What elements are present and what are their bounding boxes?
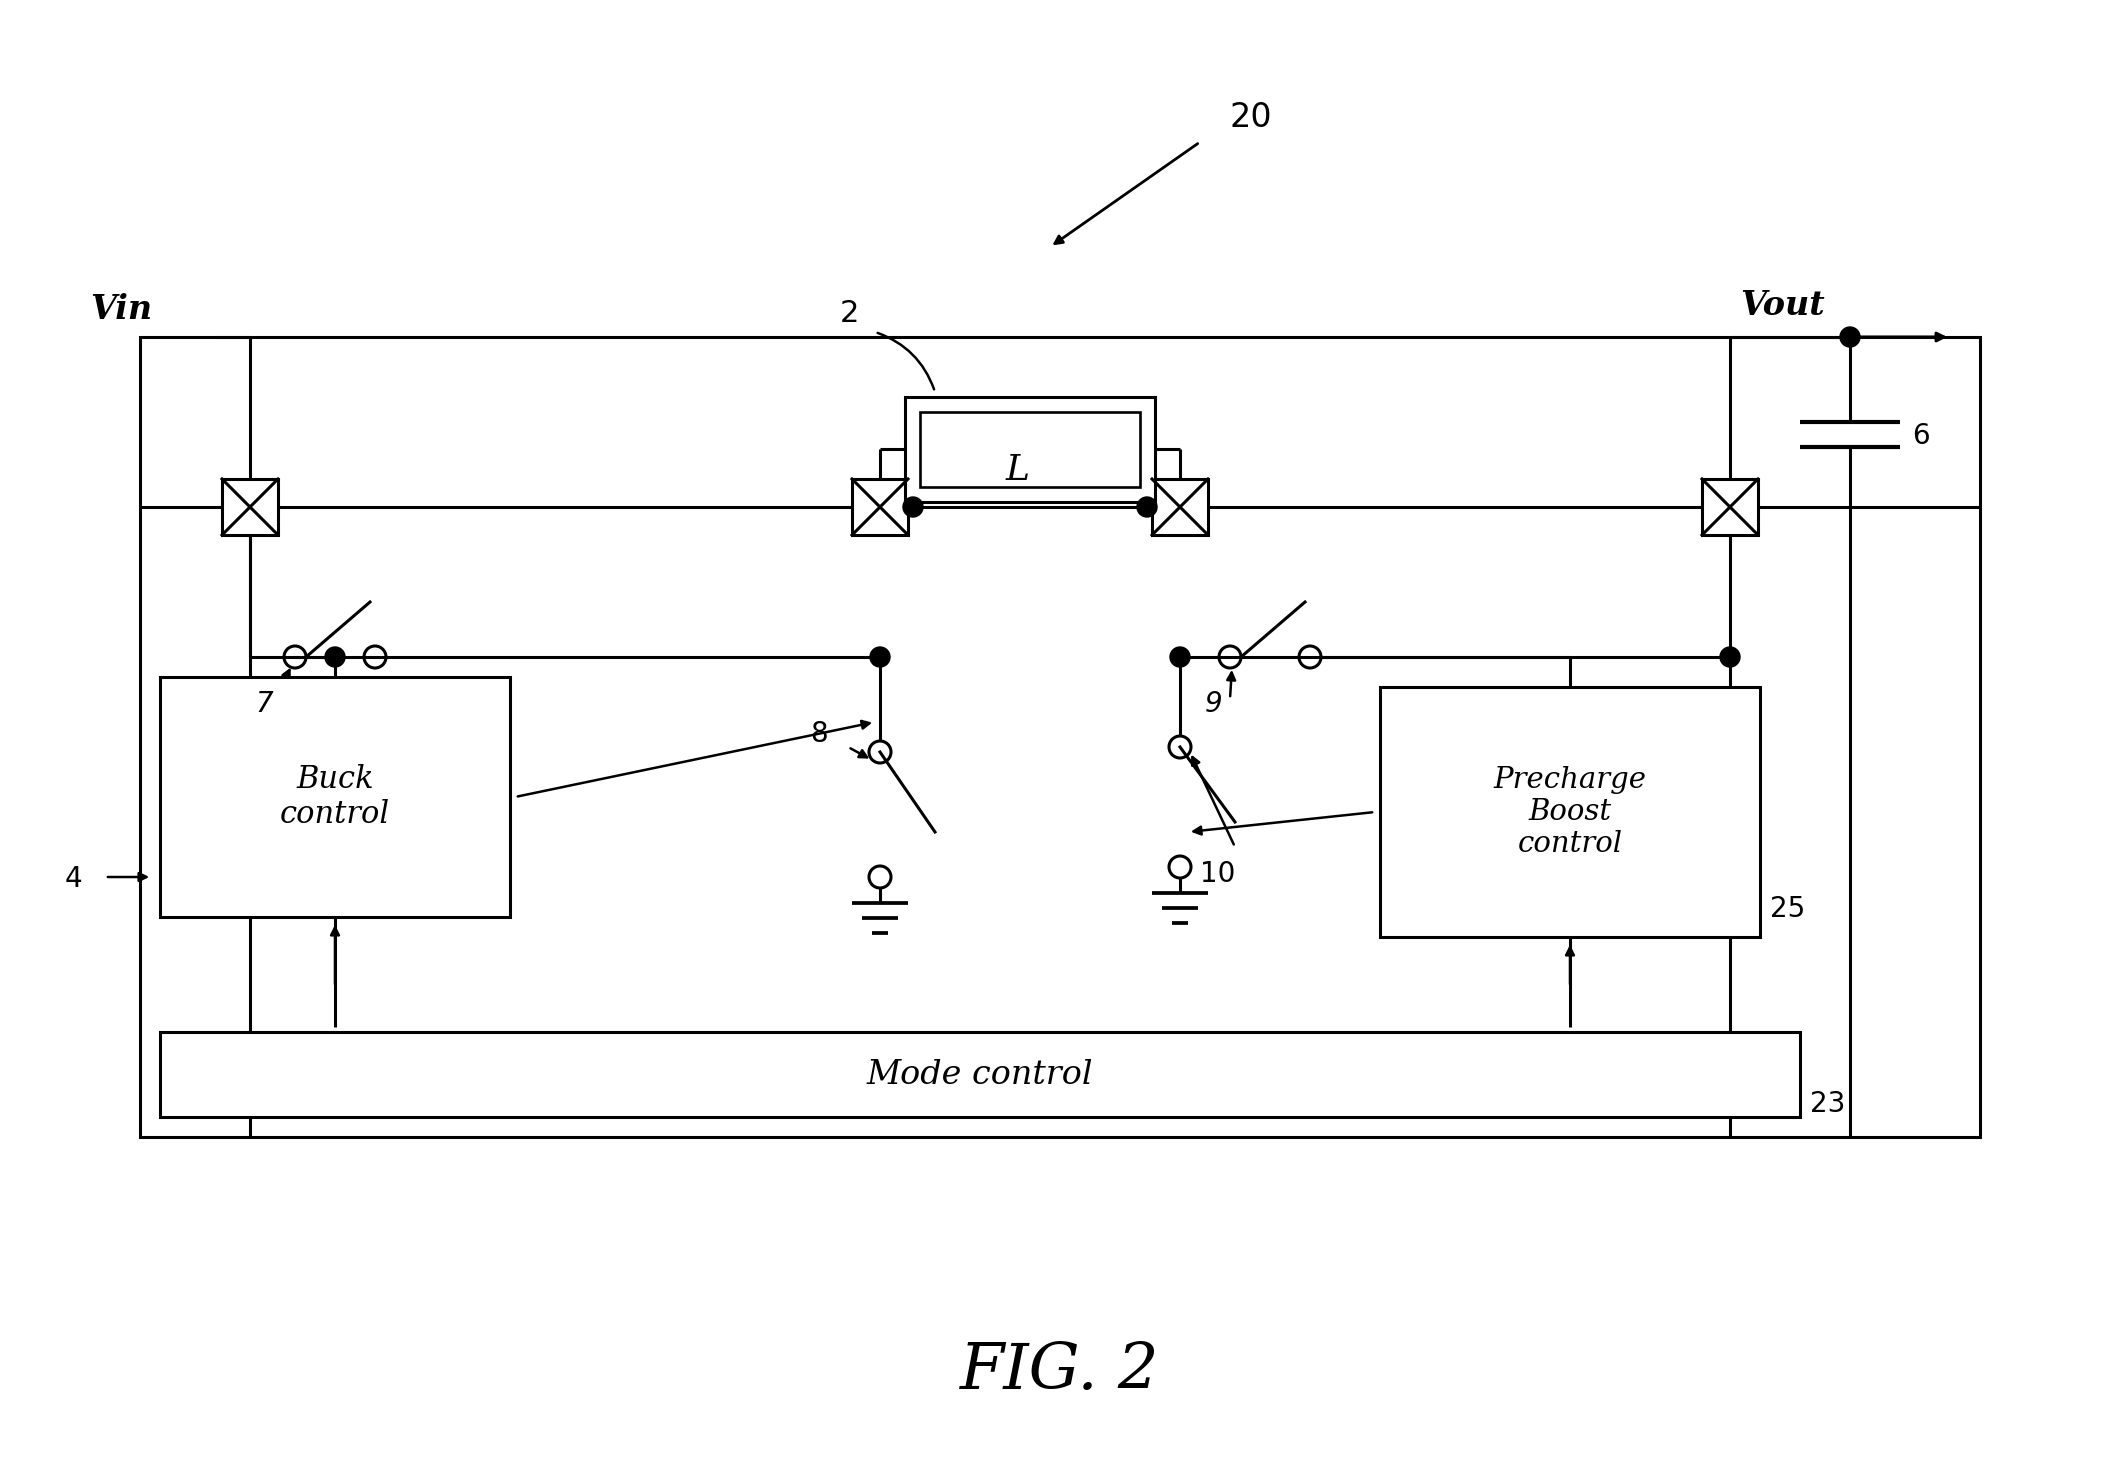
Bar (851, 479, 909, 535)
Text: Vout: Vout (1741, 288, 1824, 322)
Bar (159, 678, 510, 916)
Text: 2: 2 (841, 299, 860, 328)
Text: 23: 23 (1811, 1090, 1845, 1118)
Text: Vin: Vin (89, 293, 153, 326)
Text: 9: 9 (1206, 691, 1223, 718)
Bar (1380, 688, 1760, 937)
Bar (223, 479, 278, 535)
Bar (1703, 479, 1758, 535)
Circle shape (1841, 326, 1860, 347)
Circle shape (1720, 647, 1741, 667)
Bar (1153, 479, 1208, 535)
Circle shape (325, 647, 346, 667)
Bar (140, 337, 1981, 1136)
Circle shape (870, 647, 890, 667)
Text: Mode control: Mode control (866, 1058, 1093, 1090)
Circle shape (1138, 497, 1157, 517)
Circle shape (902, 497, 924, 517)
Text: 7: 7 (255, 691, 272, 718)
Bar (159, 1032, 1800, 1118)
Text: 4: 4 (66, 865, 83, 893)
Text: 6: 6 (1913, 423, 1930, 450)
Text: L: L (1006, 453, 1030, 487)
Text: 20: 20 (1229, 101, 1272, 134)
Bar (919, 412, 1140, 487)
Text: Precharge
Boost
control: Precharge Boost control (1492, 765, 1647, 858)
Bar (904, 396, 1155, 503)
Text: 8: 8 (811, 720, 828, 747)
Text: 10: 10 (1199, 860, 1236, 887)
Text: 25: 25 (1771, 895, 1805, 922)
Circle shape (1170, 647, 1191, 667)
Text: FIG. 2: FIG. 2 (960, 1340, 1159, 1402)
Text: Buck
control: Buck control (280, 763, 391, 830)
